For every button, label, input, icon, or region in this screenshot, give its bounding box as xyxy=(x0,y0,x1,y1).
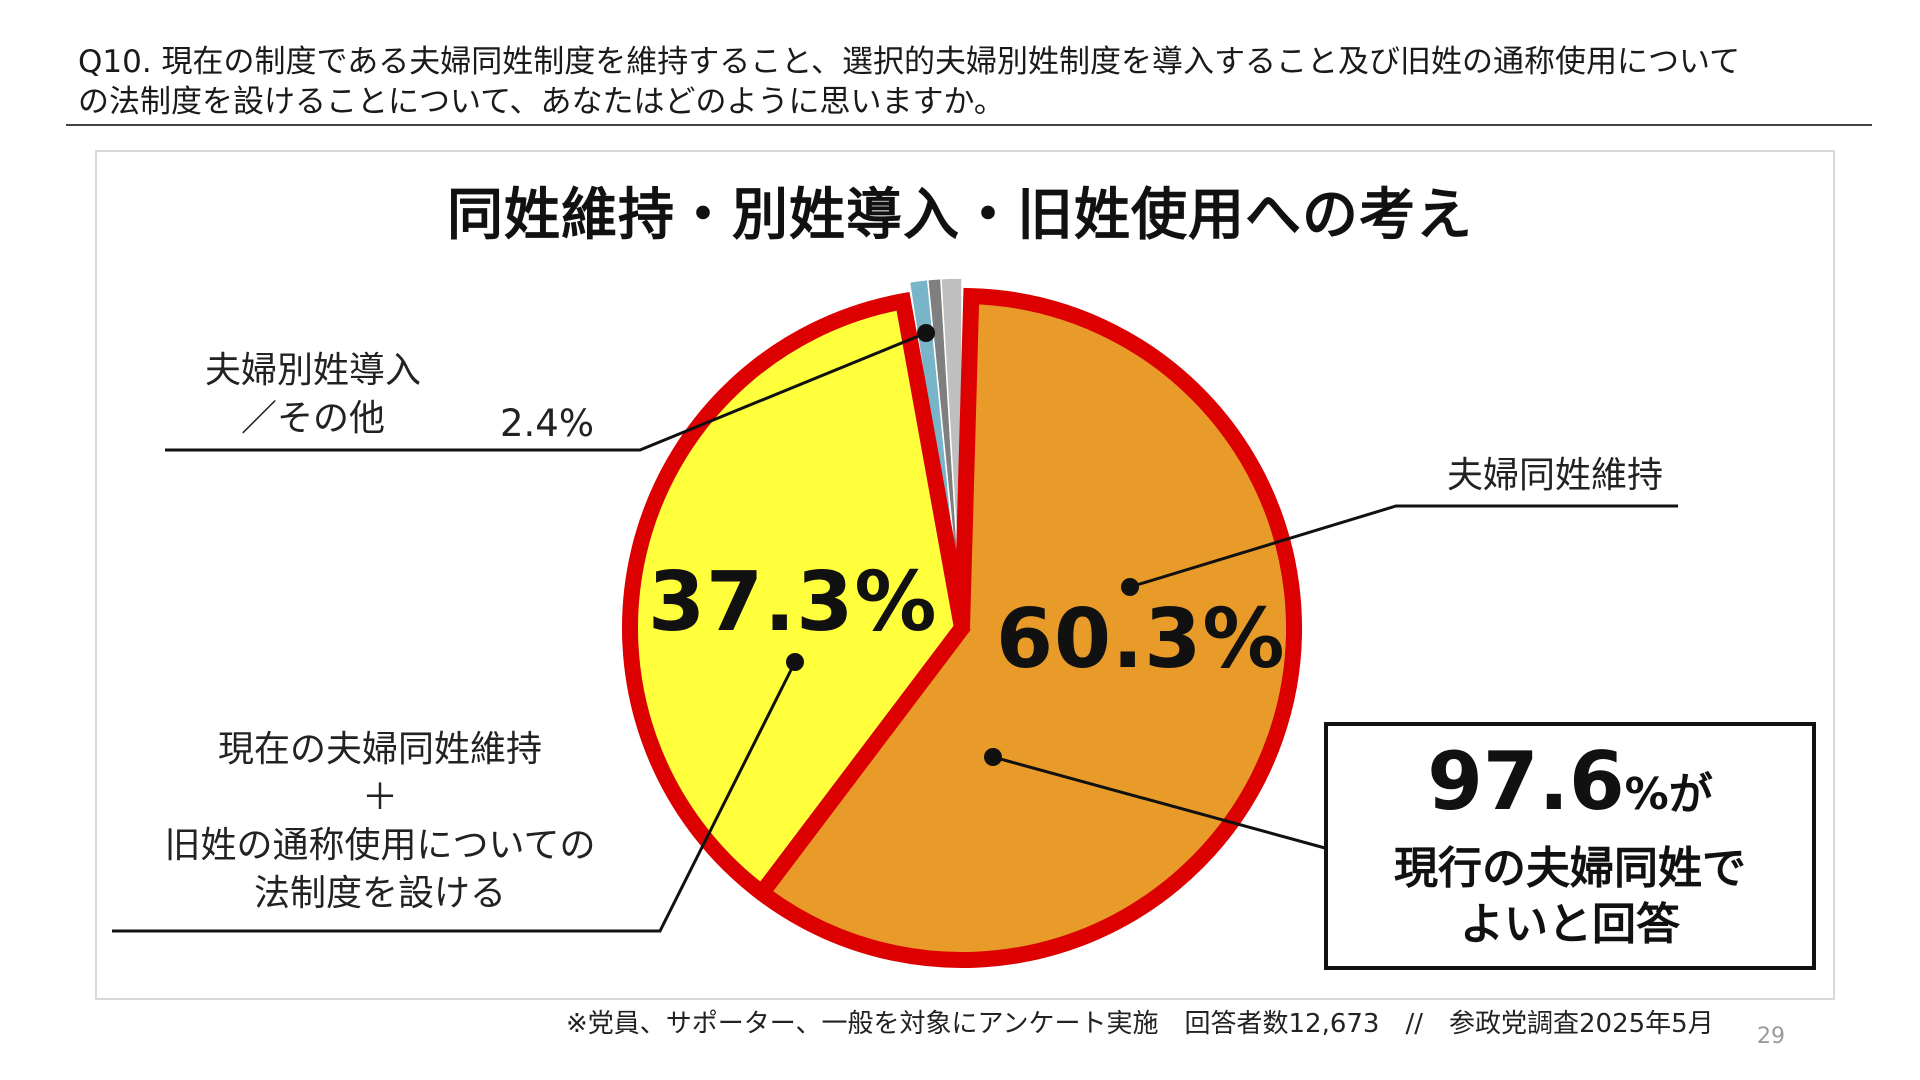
page-number: 29 xyxy=(1757,1024,1785,1049)
label-oldname-line-3: 旧姓の通称使用についての xyxy=(164,825,596,866)
question-line-1: Q10. 現在の制度である夫婦同姓制度を維持すること、選択的夫婦別姓制度を導入す… xyxy=(78,44,1741,80)
label-other: 夫婦別姓導入 ／その他 xyxy=(168,347,458,443)
label-oldname: 現在の夫婦同姓維持 ＋ 旧姓の通称使用についての 法制度を設ける xyxy=(110,726,650,918)
callout-line-2: 現行の夫婦同姓で xyxy=(1394,843,1746,894)
label-oldname-line-4: 法制度を設ける xyxy=(253,873,506,914)
chart-frame xyxy=(95,150,1835,1000)
leader-dot-maintain xyxy=(1121,578,1139,596)
leader-dot-other xyxy=(917,324,935,342)
pie-highlight-border-0 xyxy=(750,287,1302,968)
leader-line-callout xyxy=(992,755,1326,850)
question-divider xyxy=(66,124,1872,126)
label-other-line-2: ／その他 xyxy=(240,398,385,439)
footnote: ※党員、サポーター、一般を対象にアンケート実施 回答者数12,673 // 参政… xyxy=(566,1009,1714,1039)
data-label-orange: 60.3% xyxy=(996,592,1286,687)
leader-dot-oldname xyxy=(786,653,804,671)
callout-line-3: よいと回答 xyxy=(1460,899,1680,950)
leader-line-oldname xyxy=(112,661,797,933)
leader-dot-callout xyxy=(984,748,1002,766)
callout-number: 97.6 xyxy=(1427,735,1625,828)
leader-line-maintain xyxy=(1129,504,1678,589)
label-oldname-line-1: 現在の夫婦同姓維持 xyxy=(217,729,542,770)
summary-callout: 97.6%が 現行の夫婦同姓で よいと回答 xyxy=(1324,722,1816,970)
pie-highlight-border-1 xyxy=(622,291,971,905)
callout-headline: 97.6%が xyxy=(1328,736,1812,841)
label-maintain: 夫婦同姓維持 xyxy=(1446,455,1663,496)
label-other-percent: 2.4% xyxy=(500,402,594,445)
callout-suffix: %が xyxy=(1624,769,1713,820)
data-label-yellow: 37.3% xyxy=(648,555,938,650)
leader-lines xyxy=(112,324,1678,933)
leader-line-other xyxy=(165,331,927,452)
label-oldname-line-2: ＋ xyxy=(361,777,398,818)
chart-title: 同姓維持・別姓導入・旧姓使用への考え xyxy=(447,183,1473,248)
question-text: Q10. 現在の制度である夫婦同姓制度を維持すること、選択的夫婦別姓制度を導入す… xyxy=(78,42,1878,122)
pie-highlight-borders xyxy=(622,287,1302,968)
label-other-line-1: 夫婦別姓導入 xyxy=(204,350,421,391)
question-line-2: の法制度を設けることについて、あなたはどのように思いますか。 xyxy=(78,84,1005,120)
